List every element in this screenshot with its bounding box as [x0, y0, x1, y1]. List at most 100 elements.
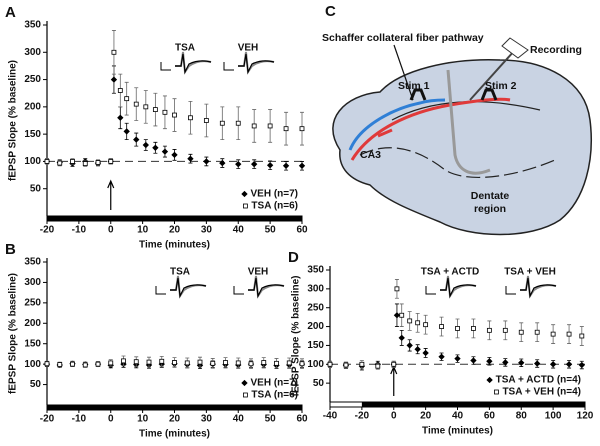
x-tick-label: 120 [577, 411, 594, 422]
legend-label: TSA (n=6) [251, 201, 298, 212]
dentate-label: Dentate [471, 190, 510, 202]
data-point [146, 359, 152, 365]
data-point [108, 360, 114, 366]
y-tick-label: 250 [24, 74, 41, 85]
inset-label: TSA [175, 43, 195, 54]
data-point [407, 318, 413, 324]
data-point [95, 361, 101, 367]
x-tick-label: 50 [265, 414, 277, 425]
data-point [486, 327, 492, 333]
data-point [82, 161, 88, 167]
panel-label: D [288, 249, 299, 266]
data-point [210, 360, 216, 366]
x-tick-label: 50 [265, 225, 277, 236]
x-axis-label: Time (minutes) [139, 240, 210, 251]
inset-label: TSA [170, 267, 190, 278]
legend-symbol [243, 203, 248, 209]
data-point [152, 107, 158, 112]
x-tick-label: 60 [296, 414, 308, 425]
x-tick-label: 60 [296, 225, 308, 236]
data-point [110, 76, 118, 83]
x-tick-label: -20 [40, 225, 55, 236]
data-point [235, 120, 241, 126]
data-point [359, 361, 365, 367]
data-point [248, 361, 254, 367]
legend-label: VEH (n=7) [250, 378, 298, 389]
data-point [171, 151, 178, 159]
data-point [161, 148, 169, 155]
inset-trace [175, 53, 212, 75]
y-tick-label: 150 [24, 338, 41, 349]
inset-trace [248, 277, 285, 299]
pointer [393, 44, 414, 101]
y-tick-label: 300 [307, 283, 324, 294]
y-tick-label: 100 [24, 156, 41, 167]
dentate-layer [359, 147, 556, 179]
data-point [518, 359, 525, 366]
legend-label: TSA + VEH (n=4) [502, 387, 581, 398]
x-tick-label: 100 [545, 411, 562, 422]
x-tick-label: 60 [484, 411, 496, 422]
panel: A 50 100 150 200 250 300 350 -20 -10 0 10 20 30 40 50 60… [5, 4, 308, 251]
inset-trace [520, 277, 557, 299]
y-tick-label: 200 [24, 101, 41, 112]
inset-label: TSA + ACTD [421, 267, 479, 278]
data-point [108, 159, 114, 164]
ca3-label: CA3 [360, 149, 381, 161]
data-point [414, 346, 421, 353]
y-tick-label: 200 [307, 321, 324, 332]
data-point [142, 141, 149, 149]
data-point [203, 118, 209, 123]
stim2-label: Stim 2 [485, 80, 517, 92]
stimulus-arrow [390, 365, 398, 396]
data-point [394, 286, 400, 292]
legend-label: TSA + ACTD (n=4) [496, 375, 581, 386]
hippocampus [332, 59, 592, 236]
x-tick-label: 0 [108, 414, 114, 425]
data-point [415, 320, 421, 326]
data-point [172, 112, 177, 118]
stimulus-arrow [107, 179, 115, 210]
y-tick-label: 350 [24, 257, 41, 268]
data-point [266, 162, 274, 169]
stim1-label: Stim 1 [398, 80, 430, 92]
data-point [133, 101, 139, 107]
x-tick-label: 80 [516, 411, 528, 422]
x-tick-label: 0 [108, 225, 114, 236]
data-point [579, 333, 585, 339]
data-point [406, 342, 413, 349]
x-axis-label: Time (minutes) [139, 429, 210, 440]
inset-label: TSA + VEH [504, 267, 556, 278]
data-point [133, 359, 139, 365]
y-axis-label: fEPSP Slope (% baseline) [291, 276, 302, 397]
inset-scale [155, 286, 166, 295]
y-tick-label: 350 [24, 20, 41, 31]
data-point [203, 158, 210, 165]
panel-c: C Schaffer collateral fiber pathway Reco… [322, 3, 592, 236]
data-point [117, 114, 124, 121]
y-tick-label: 100 [24, 359, 41, 370]
data-point [286, 360, 292, 366]
data-point [159, 358, 165, 364]
data-point [399, 312, 405, 318]
x-tick-label: 30 [201, 225, 213, 236]
panel: D 50 100 150 200 250 300 350 -40 -20 0 20 40 60 80 100 1… [288, 249, 594, 437]
x-tick-label: -40 [323, 411, 338, 422]
y-tick-label: 150 [307, 340, 324, 351]
data-point [152, 144, 159, 151]
data-point [251, 160, 258, 168]
panel: B 50 100 150 200 250 300 350 -20 -10 0 10 20 30 40 50 60… [5, 241, 308, 440]
data-point [534, 360, 541, 367]
y-axis-label: fEPSP Slope (% baseline) [8, 60, 19, 181]
inset-scale [233, 286, 244, 295]
data-point [343, 362, 349, 368]
x-tick-label: -20 [355, 411, 370, 422]
y-tick-label: 100 [307, 359, 324, 370]
data-point [375, 363, 381, 369]
data-point [454, 355, 461, 362]
data-point [398, 334, 405, 342]
data-point [235, 160, 242, 168]
treatment-bar [361, 402, 585, 407]
inset-scale [425, 286, 436, 295]
